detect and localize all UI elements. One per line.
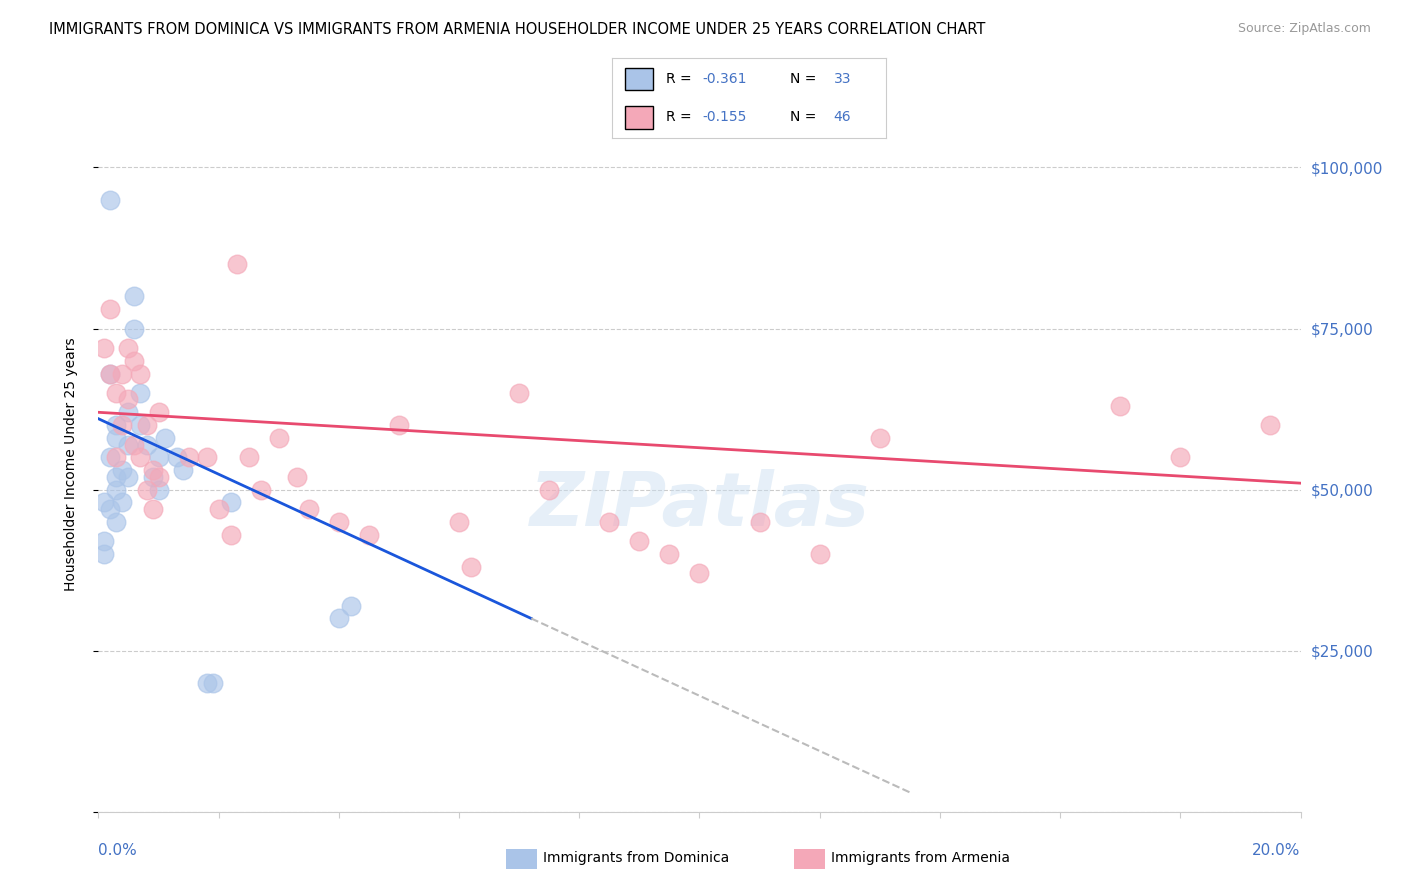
Point: [658, 547, 681, 561]
Point: [148, 483, 170, 497]
Point: [129, 418, 152, 433]
Point: [238, 450, 260, 465]
Point: [1260, 418, 1282, 433]
Text: -0.361: -0.361: [702, 72, 747, 86]
Point: [153, 431, 176, 445]
Text: 0.0%: 0.0%: [98, 843, 138, 858]
Point: [538, 483, 561, 497]
Point: [628, 534, 651, 549]
Point: [508, 386, 530, 401]
Point: [135, 418, 157, 433]
Point: [208, 502, 231, 516]
Point: [93, 495, 115, 509]
Point: [219, 495, 242, 509]
Point: [249, 483, 271, 497]
Text: ZIPatlas: ZIPatlas: [530, 469, 869, 542]
Point: [135, 483, 157, 497]
Text: 33: 33: [834, 72, 851, 86]
Point: [225, 257, 247, 271]
Point: [298, 502, 321, 516]
Point: [148, 450, 170, 465]
Point: [328, 515, 350, 529]
Point: [141, 502, 163, 516]
Point: [1170, 450, 1192, 465]
Text: N =: N =: [790, 111, 821, 124]
Point: [808, 547, 831, 561]
Point: [172, 463, 194, 477]
Text: 46: 46: [834, 111, 851, 124]
Point: [100, 367, 122, 381]
Point: [105, 386, 128, 401]
Text: Immigrants from Armenia: Immigrants from Armenia: [831, 851, 1010, 865]
Point: [100, 450, 122, 465]
Point: [201, 676, 224, 690]
Point: [357, 527, 380, 541]
Point: [460, 560, 482, 574]
Point: [100, 502, 122, 516]
FancyBboxPatch shape: [626, 106, 652, 128]
Point: [124, 437, 146, 451]
Point: [93, 341, 115, 355]
Point: [111, 367, 134, 381]
Point: [105, 515, 128, 529]
Text: N =: N =: [790, 72, 821, 86]
Point: [219, 527, 242, 541]
Y-axis label: Householder Income Under 25 years: Householder Income Under 25 years: [63, 337, 77, 591]
Text: IMMIGRANTS FROM DOMINICA VS IMMIGRANTS FROM ARMENIA HOUSEHOLDER INCOME UNDER 25 : IMMIGRANTS FROM DOMINICA VS IMMIGRANTS F…: [49, 22, 986, 37]
Point: [100, 193, 122, 207]
Point: [129, 450, 152, 465]
Point: [340, 599, 363, 613]
Point: [129, 367, 152, 381]
Point: [135, 437, 157, 451]
Point: [100, 367, 122, 381]
Point: [124, 321, 146, 335]
Point: [748, 515, 770, 529]
Text: 20.0%: 20.0%: [1253, 843, 1301, 858]
Text: R =: R =: [666, 111, 696, 124]
Point: [105, 418, 128, 433]
Point: [689, 566, 711, 581]
Point: [598, 515, 620, 529]
Point: [117, 405, 139, 419]
Point: [111, 495, 134, 509]
Point: [93, 547, 115, 561]
Point: [869, 431, 891, 445]
Point: [124, 289, 146, 303]
Point: [447, 515, 470, 529]
Point: [117, 469, 139, 483]
Point: [117, 437, 139, 451]
Text: Source: ZipAtlas.com: Source: ZipAtlas.com: [1237, 22, 1371, 36]
Point: [105, 450, 128, 465]
Point: [129, 386, 152, 401]
Point: [195, 676, 218, 690]
Point: [267, 431, 290, 445]
Point: [124, 353, 146, 368]
Point: [388, 418, 411, 433]
Point: [141, 463, 163, 477]
Point: [285, 469, 308, 483]
Text: R =: R =: [666, 72, 696, 86]
Point: [328, 611, 350, 625]
Text: Immigrants from Dominica: Immigrants from Dominica: [543, 851, 728, 865]
Point: [105, 483, 128, 497]
Point: [166, 450, 188, 465]
Point: [105, 431, 128, 445]
Point: [105, 469, 128, 483]
Point: [1109, 399, 1132, 413]
Point: [141, 469, 163, 483]
FancyBboxPatch shape: [626, 68, 652, 90]
Point: [177, 450, 200, 465]
Text: -0.155: -0.155: [702, 111, 747, 124]
Point: [100, 302, 122, 317]
Point: [148, 405, 170, 419]
Point: [195, 450, 218, 465]
Point: [148, 469, 170, 483]
Point: [111, 418, 134, 433]
Point: [117, 392, 139, 407]
Point: [93, 534, 115, 549]
Point: [111, 463, 134, 477]
Point: [117, 341, 139, 355]
